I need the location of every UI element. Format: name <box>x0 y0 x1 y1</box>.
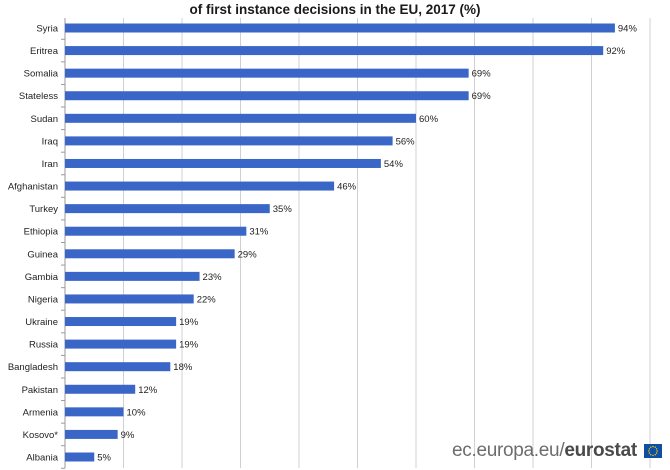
category-label: Iran <box>42 159 58 170</box>
bar <box>65 317 177 327</box>
category-labels: Syria Eritrea Somalia Stateless Sudan Iraq Ira… <box>8 24 65 469</box>
value-label: 18% <box>173 362 193 373</box>
category-label: Turkey <box>29 204 58 215</box>
category-label: Albania <box>26 453 58 464</box>
bar <box>65 384 136 394</box>
value-label: 60% <box>419 114 439 125</box>
bar <box>65 271 200 281</box>
value-label: 54% <box>384 159 404 170</box>
watermark-brand: eurostat <box>564 440 637 461</box>
category-label: Bangladesh <box>8 362 58 373</box>
value-labels: 94% 92% 69% 69% 60%56% 54% 46% 35% 31% 29% 23% 22% 1… <box>97 24 637 464</box>
bars <box>65 23 615 462</box>
watermark-site: ec.europa.eu/ <box>452 440 565 461</box>
category-label: Afghanistan <box>8 182 58 193</box>
category-label: Sudan <box>31 114 58 125</box>
value-label: 31% <box>249 227 269 238</box>
bar <box>65 294 194 304</box>
value-label: 69% <box>472 69 492 80</box>
value-label: 5% <box>97 453 111 464</box>
value-label: 69% <box>472 91 492 102</box>
bar <box>65 158 381 168</box>
category-label: Gambia <box>25 272 59 283</box>
value-label: 29% <box>238 249 258 260</box>
category-label: Ukraine <box>25 317 58 328</box>
category-label: Armenia <box>23 407 59 418</box>
value-label: 23% <box>203 272 223 283</box>
category-label: Nigeria <box>28 294 59 305</box>
eu-flag-icon <box>644 444 662 458</box>
category-label: Kosovo* <box>23 430 59 441</box>
bar <box>65 46 604 56</box>
category-label: Ethiopia <box>24 227 59 238</box>
category-label: Guinea <box>27 249 58 260</box>
bar <box>65 429 118 439</box>
category-label: Somalia <box>24 69 59 80</box>
bar <box>65 113 416 123</box>
value-label: 92% <box>606 46 626 57</box>
eu-stars-icon <box>648 445 658 457</box>
bar <box>65 68 469 78</box>
bar <box>65 339 177 349</box>
bar <box>65 204 270 214</box>
value-label: 9% <box>121 430 135 441</box>
bar <box>65 181 335 191</box>
category-label: Russia <box>29 340 59 351</box>
value-label: 19% <box>179 340 199 351</box>
category-label: Iraq <box>42 136 58 147</box>
eurostat-watermark: ec.europa.eu/eurostat <box>452 440 637 462</box>
category-label: Stateless <box>19 91 58 102</box>
value-label: 46% <box>337 182 357 193</box>
category-label: Syria <box>36 24 58 35</box>
bar <box>65 362 171 372</box>
chart-title: of first instance decisions in the EU, 2… <box>189 2 481 17</box>
bar <box>65 91 469 101</box>
bar <box>65 136 393 146</box>
value-label: 56% <box>396 136 416 147</box>
bar <box>65 407 124 417</box>
value-label: 22% <box>197 294 217 305</box>
value-label: 94% <box>618 24 638 35</box>
bar <box>65 226 247 236</box>
gridlines <box>64 18 651 468</box>
bar <box>65 452 95 462</box>
value-label: 19% <box>179 317 199 328</box>
category-label: Eritrea <box>30 46 59 57</box>
bar <box>65 249 235 259</box>
value-label: 10% <box>127 407 147 418</box>
bar <box>65 23 615 33</box>
category-label: Pakistan <box>22 385 58 396</box>
value-label: 12% <box>138 385 158 396</box>
value-label: 35% <box>273 204 293 215</box>
